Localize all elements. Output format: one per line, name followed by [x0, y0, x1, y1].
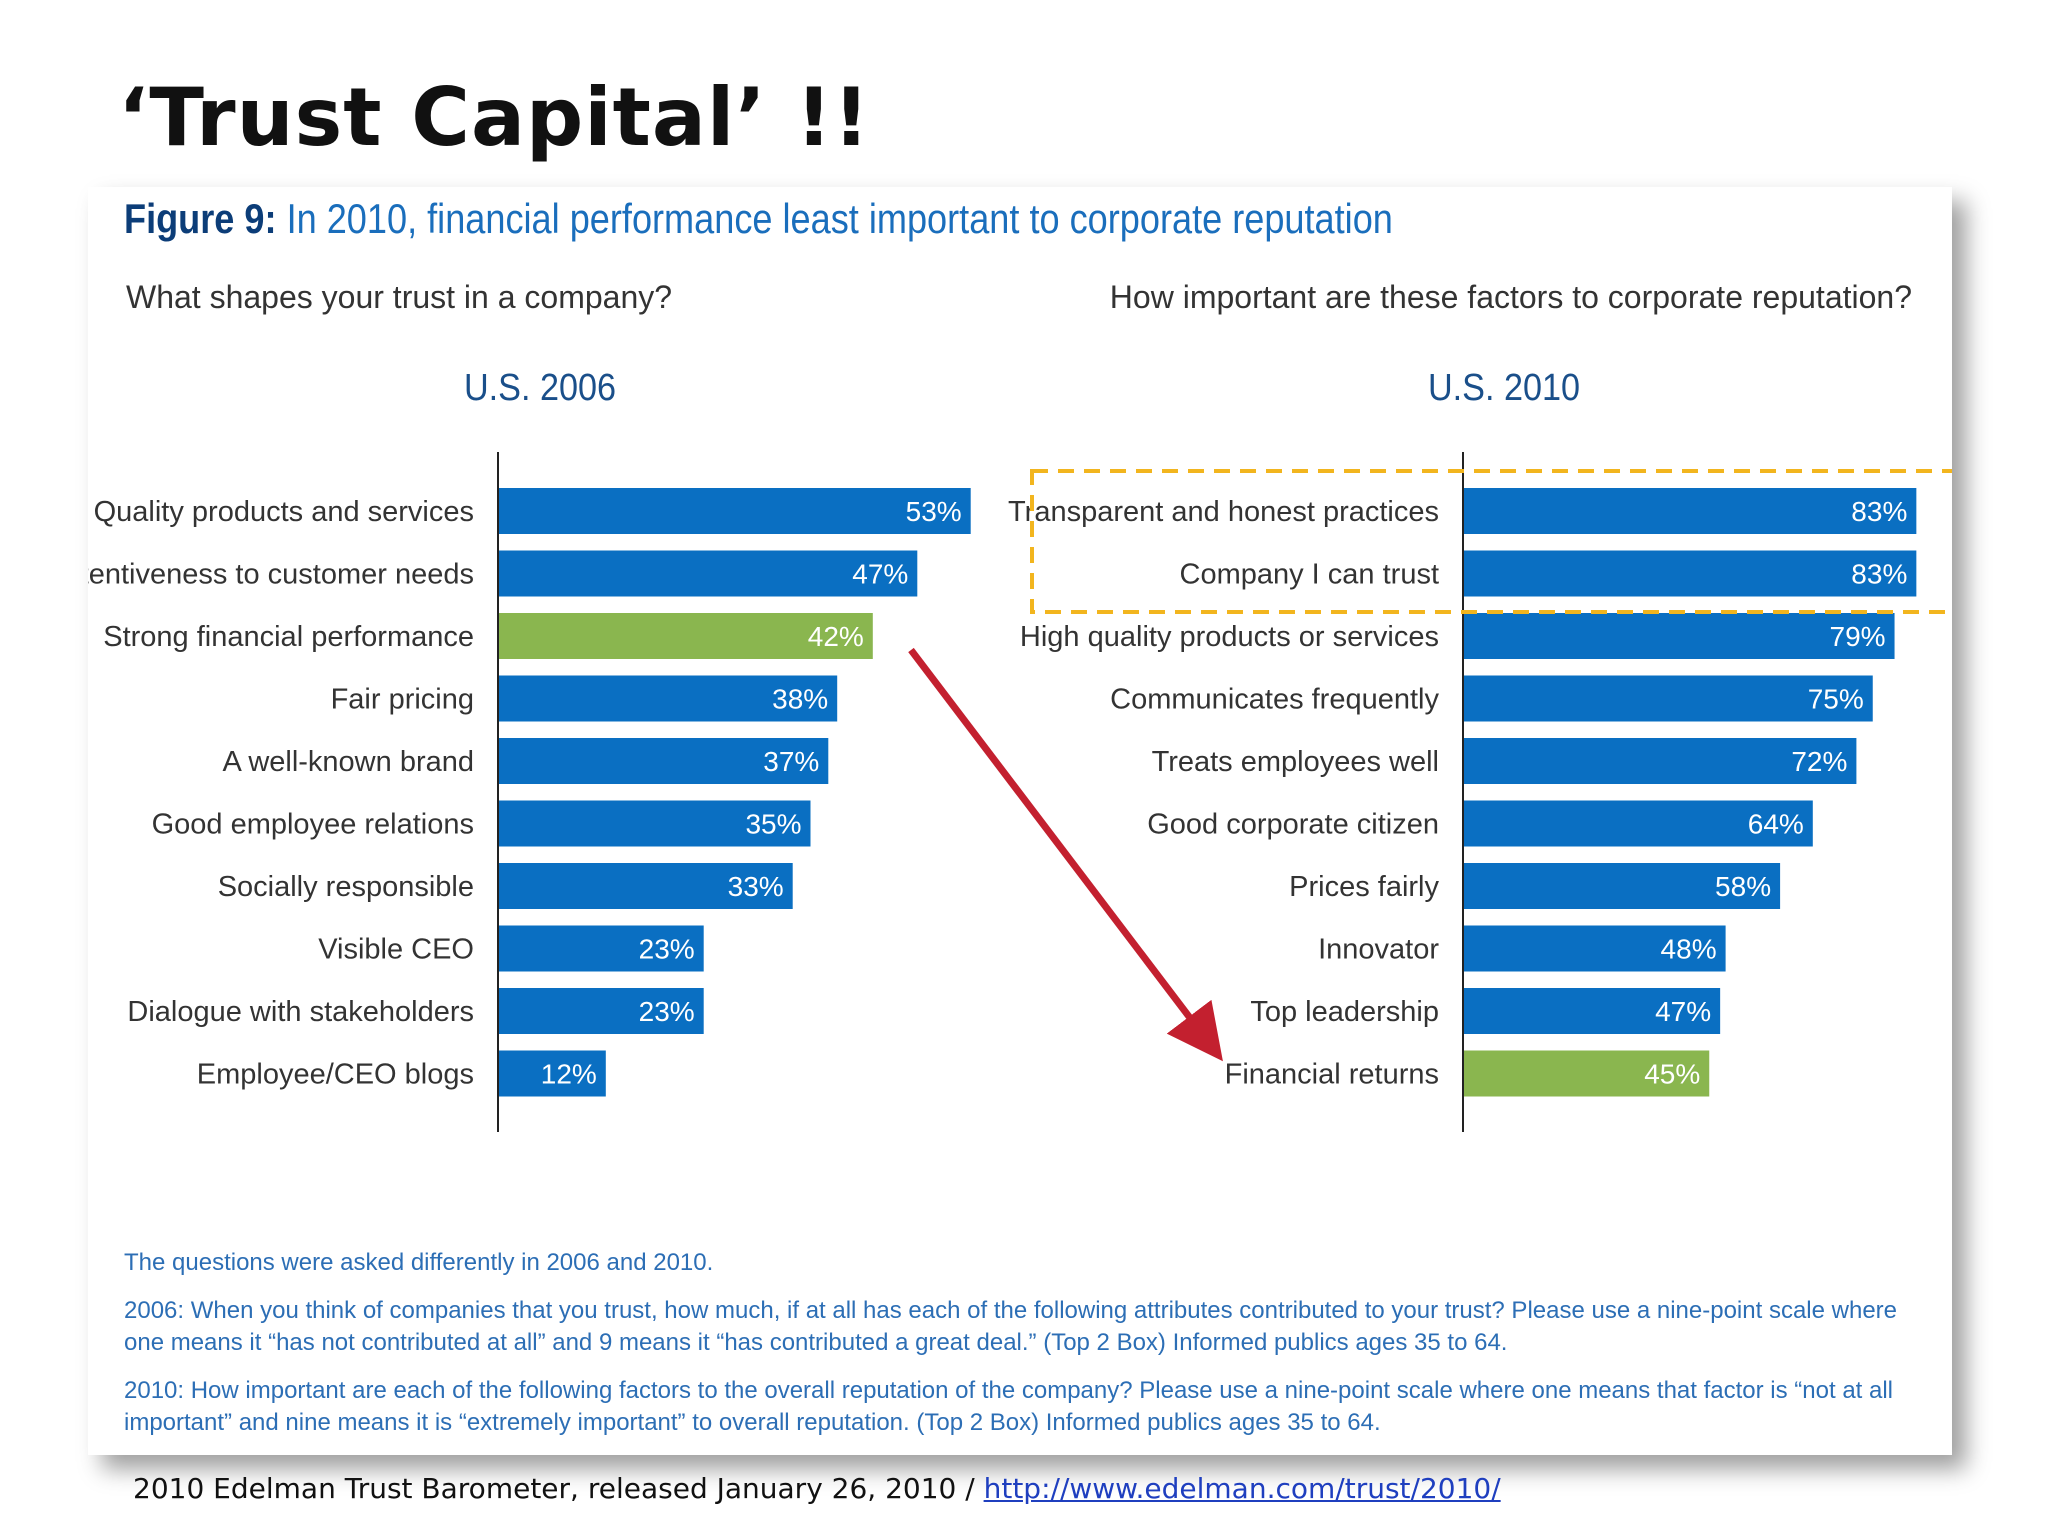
value-label-2006-9: 23%	[639, 996, 695, 1027]
figure-headline: In 2010, financial performance least imp…	[276, 195, 1393, 242]
value-label-2010-6: 64%	[1748, 809, 1804, 840]
bar-2010-10	[1464, 1050, 1710, 1097]
bar-2010-7	[1464, 863, 1781, 909]
category-label-2010-10: Financial returns	[1225, 1059, 1439, 1091]
value-label-2006-6: 35%	[745, 809, 801, 840]
bar-2010-3	[1464, 613, 1895, 659]
bar-2010-9	[1464, 988, 1721, 1034]
category-label-2006-8: Visible CEO	[318, 934, 474, 966]
footnote-intro: The questions were asked differently in …	[124, 1249, 714, 1276]
category-label-2010-7: Prices fairly	[1289, 871, 1439, 903]
trend-arrow	[908, 647, 1223, 1062]
chart-title-2006: U.S. 2006	[463, 367, 617, 409]
value-label-2010-10: 45%	[1644, 1059, 1700, 1090]
category-label-2010-5: Treats employees well	[1152, 746, 1439, 778]
category-label-2010-1: Transparent and honest practices	[1008, 496, 1439, 528]
category-label-2006-3: Strong financial performance	[103, 621, 474, 653]
dashed-highlight-box	[1030, 469, 1952, 614]
category-label-2010-4: Communicates frequently	[1110, 684, 1439, 716]
category-label-2006-4: Fair pricing	[331, 684, 474, 716]
value-label-2010-8: 48%	[1661, 934, 1717, 965]
value-label-2010-5: 72%	[1791, 746, 1847, 777]
category-label-2010-9: Top leadership	[1250, 996, 1439, 1028]
category-label-2006-6: Good employee relations	[152, 809, 474, 841]
bar-2006-2	[499, 550, 918, 597]
value-label-2010-9: 47%	[1655, 996, 1711, 1027]
slide-title: ‘Trust Capital’ !!	[118, 71, 871, 164]
chart-title-2010: U.S. 2010	[1427, 367, 1581, 409]
category-label-2010-8: Innovator	[1318, 934, 1439, 966]
right-question: How important are these factors to corpo…	[1109, 279, 1912, 315]
bar-charts: Quality products and services 53% Attentiv…	[88, 452, 1952, 1132]
source-text: 2010 Edelman Trust Barometer, released J…	[133, 1472, 984, 1505]
value-label-2010-3: 79%	[1830, 621, 1886, 652]
bar-2010-5	[1464, 738, 1857, 784]
category-label-2006-1: Quality products and services	[94, 496, 474, 528]
category-label-2010-6: Good corporate citizen	[1147, 809, 1439, 841]
category-label-2010-2: Company I can trust	[1180, 559, 1440, 591]
bar-2006-7	[499, 863, 793, 909]
category-label-2006-7: Socially responsible	[218, 871, 474, 903]
footnotes: The questions were asked differently in …	[124, 1247, 1924, 1455]
value-label-2006-8: 23%	[639, 934, 695, 965]
value-label-2006-5: 37%	[763, 746, 819, 777]
bar-2006-10	[499, 1050, 606, 1097]
footnote-2010: 2010: How important are each of the foll…	[124, 1377, 1894, 1436]
category-label-2010-3: High quality products or services	[1020, 621, 1439, 653]
value-label-2010-1: 83%	[1851, 496, 1907, 527]
figure-panel: Figure 9: In 2010, financial performance…	[88, 187, 1952, 1455]
bar-2010-8	[1464, 925, 1726, 972]
value-label-2006-2: 47%	[852, 559, 908, 590]
bar-2010-6	[1464, 800, 1813, 847]
bar-2006-6	[499, 800, 811, 847]
bar-2006-9	[499, 988, 704, 1034]
footnote-2006: 2006: When you think of companies that y…	[124, 1297, 1897, 1356]
bar-2010-2	[1464, 550, 1917, 597]
bar-2006-4	[499, 675, 838, 722]
value-label-2006-10: 12%	[541, 1059, 597, 1090]
bar-2006-5	[499, 738, 829, 784]
bar-2006-8	[499, 925, 704, 972]
value-label-2006-4: 38%	[772, 684, 828, 715]
value-label-2010-4: 75%	[1808, 684, 1864, 715]
value-label-2006-3: 42%	[808, 621, 864, 652]
category-label-2006-2: Attentiveness to customer needs	[88, 559, 474, 591]
bar-2010-1	[1464, 488, 1917, 534]
source-citation: 2010 Edelman Trust Barometer, released J…	[133, 1472, 1501, 1505]
category-label-2006-10: Employee/CEO blogs	[197, 1059, 474, 1091]
bar-2006-1	[499, 488, 971, 534]
value-label-2010-7: 58%	[1715, 871, 1771, 902]
bar-2006-3	[499, 613, 873, 659]
value-label-2006-7: 33%	[728, 871, 784, 902]
category-label-2006-9: Dialogue with stakeholders	[127, 996, 474, 1028]
figure-title: Figure 9: In 2010, financial performance…	[124, 195, 1393, 243]
left-question: What shapes your trust in a company?	[126, 279, 673, 315]
value-label-2006-1: 53%	[906, 496, 962, 527]
figure-label: Figure 9:	[124, 195, 277, 242]
source-link[interactable]: http://www.edelman.com/trust/2010/	[983, 1472, 1501, 1505]
bar-2010-4	[1464, 675, 1873, 722]
category-label-2006-5: A well-known brand	[223, 746, 474, 778]
value-label-2010-2: 83%	[1851, 559, 1907, 590]
